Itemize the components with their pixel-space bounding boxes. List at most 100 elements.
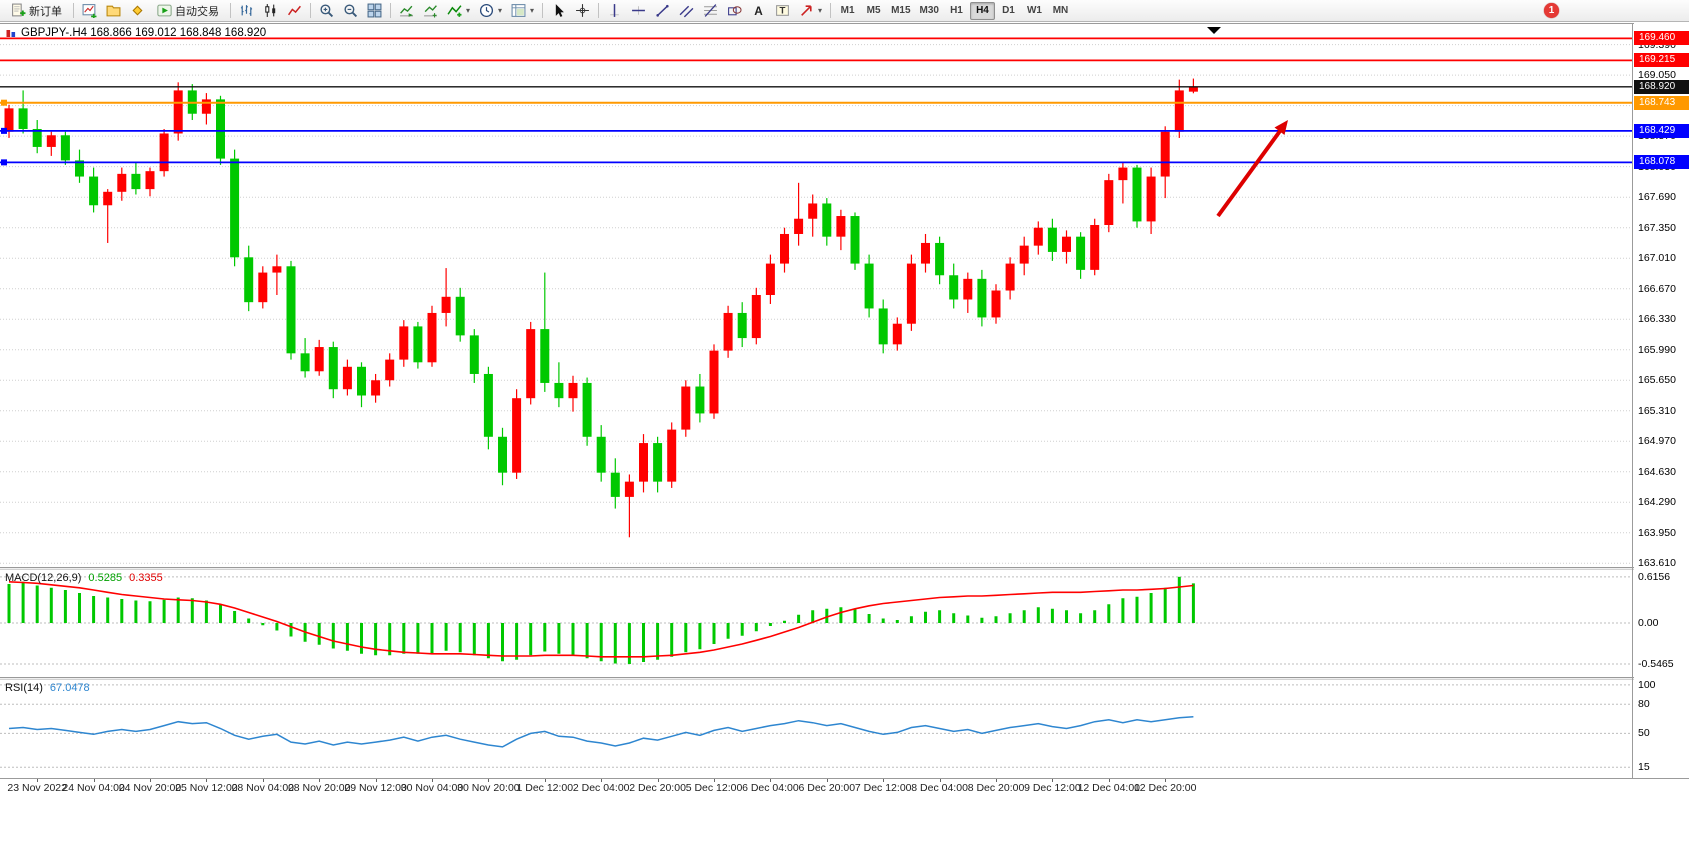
candle-body[interactable]: [765, 263, 775, 295]
candle-body[interactable]: [145, 171, 155, 190]
timeframe-button-M15[interactable]: M15: [891, 5, 911, 16]
new-order-button[interactable]: 新订单: [4, 1, 69, 21]
candle-body[interactable]: [117, 173, 127, 192]
candle-body[interactable]: [568, 382, 578, 399]
new-chart-button[interactable]: [78, 1, 101, 21]
timeframe-button-M30[interactable]: M30: [919, 5, 939, 16]
candle-body[interactable]: [103, 191, 113, 206]
line-chart-button[interactable]: [283, 1, 306, 21]
candle-body[interactable]: [258, 272, 268, 303]
dropdown-caret-icon[interactable]: ▾: [818, 5, 823, 15]
main-chart-pane[interactable]: [0, 24, 1632, 566]
candle-body[interactable]: [582, 382, 592, 437]
candle-body[interactable]: [1090, 225, 1100, 270]
zoom-out-button[interactable]: [339, 1, 362, 21]
candle-body[interactable]: [1188, 86, 1198, 92]
candle-body[interactable]: [695, 386, 705, 414]
pane-separator[interactable]: [0, 567, 1689, 570]
candle-body[interactable]: [681, 386, 691, 430]
macd-pane[interactable]: [0, 570, 1632, 676]
candle-body[interactable]: [1104, 180, 1114, 226]
candle-body[interactable]: [864, 263, 874, 309]
candle-body[interactable]: [949, 275, 959, 300]
candle-body[interactable]: [723, 312, 733, 351]
candle-body[interactable]: [1062, 236, 1071, 252]
candle-body[interactable]: [751, 295, 761, 339]
candle-body[interactable]: [991, 290, 1001, 318]
candle-body[interactable]: [1118, 167, 1128, 181]
candle-body[interactable]: [921, 242, 930, 264]
zoom-in-button[interactable]: [315, 1, 338, 21]
templates-button[interactable]: ▾: [507, 1, 538, 21]
trend-arrow-line[interactable]: [1216, 129, 1282, 218]
trendline-tool-button[interactable]: [651, 1, 674, 21]
line-handle[interactable]: [1, 159, 7, 166]
pane-separator[interactable]: [0, 677, 1689, 680]
dropdown-caret-icon[interactable]: ▾: [498, 5, 503, 15]
candle-body[interactable]: [201, 99, 211, 114]
candle-body[interactable]: [624, 481, 634, 497]
candle-body[interactable]: [244, 257, 254, 303]
candle-body[interactable]: [413, 326, 423, 363]
candle-body[interactable]: [32, 128, 42, 147]
candle-body[interactable]: [216, 99, 225, 159]
candle-body[interactable]: [1033, 227, 1043, 246]
candle-body[interactable]: [878, 308, 888, 345]
candle-body[interactable]: [469, 335, 479, 374]
candle-body[interactable]: [596, 436, 606, 473]
candle-body[interactable]: [906, 263, 916, 324]
candle-body[interactable]: [60, 135, 70, 161]
candle-body[interactable]: [399, 326, 409, 360]
price-axis[interactable]: 169.390169.050168.710168.370168.030167.6…: [1634, 23, 1689, 778]
horizontal-line-tool-button[interactable]: [627, 1, 650, 21]
candle-body[interactable]: [639, 443, 648, 482]
timeframe-button-M5[interactable]: M5: [866, 5, 881, 16]
candle-body[interactable]: [18, 108, 28, 129]
candle-body[interactable]: [1132, 167, 1142, 222]
candle-body[interactable]: [526, 329, 536, 399]
candle-body[interactable]: [850, 216, 860, 264]
candle-body[interactable]: [1174, 90, 1184, 132]
vertical-line-tool-button[interactable]: [603, 1, 626, 21]
candle-body[interactable]: [963, 278, 973, 300]
candle-body[interactable]: [977, 278, 987, 318]
label-tool-button[interactable]: T: [771, 1, 794, 21]
candle-body[interactable]: [1005, 263, 1015, 291]
tile-windows-button[interactable]: [363, 1, 386, 21]
timeframe-button-D1[interactable]: D1: [1002, 5, 1015, 16]
candle-body[interactable]: [610, 472, 620, 497]
trend-arrow-head[interactable]: [1274, 120, 1289, 135]
dropdown-caret-icon[interactable]: ▾: [530, 5, 535, 15]
candle-body[interactable]: [357, 366, 366, 396]
auto-scroll-button[interactable]: [395, 1, 418, 21]
timeframe-button-M1[interactable]: M1: [840, 5, 855, 16]
candle-body[interactable]: [554, 382, 564, 399]
arrows-tool-button[interactable]: ▾: [795, 1, 826, 21]
candle-body[interactable]: [653, 443, 663, 482]
candle-body[interactable]: [441, 296, 451, 313]
candle-body[interactable]: [836, 216, 846, 237]
timeframe-button-H1[interactable]: H1: [950, 5, 963, 16]
candle-body[interactable]: [1047, 227, 1057, 252]
candle-body[interactable]: [427, 312, 437, 363]
candle-body[interactable]: [540, 329, 550, 383]
line-handle[interactable]: [1, 99, 7, 106]
chart-shift-marker[interactable]: [1207, 27, 1221, 34]
candle-body[interactable]: [371, 380, 381, 396]
candle-body[interactable]: [483, 373, 493, 437]
candle-body[interactable]: [667, 429, 677, 482]
candle-body[interactable]: [1076, 236, 1086, 270]
crosshair-button[interactable]: [571, 1, 594, 21]
timeframe-button-W1[interactable]: W1: [1026, 5, 1042, 16]
candle-body[interactable]: [1146, 176, 1156, 222]
time-axis[interactable]: 23 Nov 2022 24 Nov 04:00 24 Nov 20:00 25 No…: [0, 779, 1632, 796]
candle-body[interactable]: [75, 160, 84, 177]
candlestick-chart-button[interactable]: [259, 1, 282, 21]
channel-tool-button[interactable]: [675, 1, 698, 21]
candle-body[interactable]: [286, 266, 296, 354]
bar-chart-button[interactable]: [235, 1, 258, 21]
candle-body[interactable]: [46, 135, 56, 147]
candle-body[interactable]: [794, 218, 804, 234]
metaeditor-button[interactable]: [126, 1, 149, 21]
candle-body[interactable]: [512, 398, 522, 473]
